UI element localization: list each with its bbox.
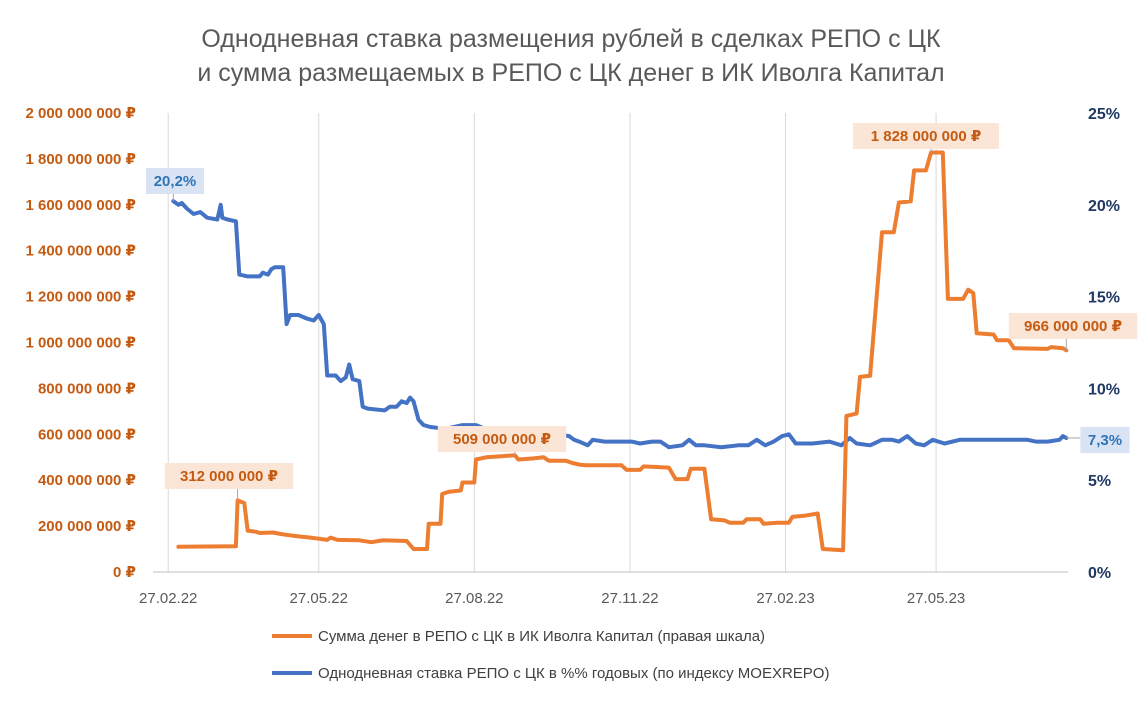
series-line-amount (176, 150, 1069, 553)
y-left-tick-label: 1 200 000 000 ₽ (25, 289, 136, 306)
callout-box (437, 426, 567, 452)
chart-title-line-2: и сумма размещаемых в РЕПО с ЦК денег в … (197, 59, 944, 87)
y-left-tick-label: 1 800 000 000 ₽ (25, 151, 136, 168)
y-left-tick-label: 1 600 000 000 ₽ (25, 197, 136, 214)
y-right-tick-label: 25% (1088, 106, 1120, 123)
callout-box (853, 123, 999, 149)
legend: Сумма денег в РЕПО с ЦК в ИК Иволга Капи… (272, 628, 829, 682)
callout-label: 20,2% (154, 173, 197, 190)
callout-box (1080, 427, 1130, 453)
legend-label-rate: Однодневная ставка РЕПО с ЦК в %% годовы… (318, 665, 829, 682)
callout-label: 1 828 000 000 ₽ (871, 128, 982, 145)
data-callouts: 312 000 000 ₽ 509 000 000 ₽ 1 828 000 000 … (146, 123, 1138, 501)
callout-box (146, 168, 204, 194)
y-right-tick-label: 10% (1088, 381, 1120, 398)
callout-label: 966 000 000 ₽ (1024, 318, 1122, 335)
x-tick-label: 27.08.22 (445, 590, 503, 607)
legend-label-amount: Сумма денег в РЕПО с ЦК в ИК Иволга Капи… (318, 628, 765, 645)
callout-box (164, 463, 294, 489)
callout-box (1008, 313, 1138, 339)
y-right-tick-label: 15% (1088, 290, 1120, 307)
callout-label: 7,3% (1088, 432, 1122, 449)
y-left-tick-label: 0 ₽ (113, 564, 136, 581)
x-tick-label: 27.02.22 (139, 590, 197, 607)
y-left-tick-label: 1 000 000 000 ₽ (25, 335, 136, 352)
x-tick-label: 27.11.22 (601, 590, 658, 607)
x-tick-label: 27.05.23 (907, 590, 965, 607)
y-right-tick-label: 5% (1088, 473, 1111, 490)
chart-title-line-1: Однодневная ставка размещения рублей в с… (201, 25, 941, 53)
y-left-tick-label: 800 000 000 ₽ (38, 380, 136, 397)
callout-label: 312 000 000 ₽ (180, 468, 278, 485)
y-left-tick-label: 600 000 000 ₽ (38, 426, 136, 443)
y-right-tick-label: 20% (1088, 198, 1120, 215)
x-tick-label: 27.05.22 (290, 590, 348, 607)
y-right-tick-label: 0% (1088, 565, 1111, 582)
y-left-tick-label: 2 000 000 000 ₽ (25, 105, 136, 122)
y-left-tick-label: 400 000 000 ₽ (38, 472, 136, 489)
callout-label: 509 000 000 ₽ (453, 431, 551, 448)
axes: 27.02.22 27.05.22 27.08.22 27.11.22 27.02.23… (25, 105, 1120, 607)
y-left-tick-label: 1 400 000 000 ₽ (25, 243, 136, 260)
y-left-tick-label: 200 000 000 ₽ (38, 518, 136, 535)
x-tick-label: 27.02.23 (756, 590, 814, 607)
